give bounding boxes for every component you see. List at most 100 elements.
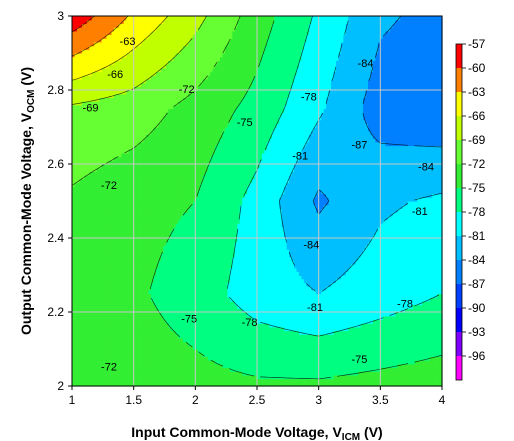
contour-cell xyxy=(229,378,233,383)
contour-cell xyxy=(424,378,428,383)
contour-cell xyxy=(264,371,268,376)
contour-cell xyxy=(365,282,369,287)
contour-cell xyxy=(326,271,330,276)
contour-cell xyxy=(76,337,80,343)
contour-cell xyxy=(326,330,330,335)
contour-cell xyxy=(276,382,280,387)
contour-cell xyxy=(358,382,362,387)
contour-cell xyxy=(439,326,443,332)
contour-cell xyxy=(237,378,241,383)
contour-cell xyxy=(338,282,342,287)
contour-cell xyxy=(121,326,125,332)
contour-cell xyxy=(195,326,199,332)
contour-cell xyxy=(397,371,401,376)
contour-cell xyxy=(350,349,354,354)
contour-cell xyxy=(190,275,194,280)
contour-cell xyxy=(155,275,159,280)
contour-cell xyxy=(377,308,381,313)
contour-cell xyxy=(387,308,391,313)
contour-cell xyxy=(148,334,152,339)
contour-cell xyxy=(205,300,209,306)
contour-cell xyxy=(155,378,159,383)
contour-cell xyxy=(146,267,150,272)
contour-cell xyxy=(222,308,226,313)
contour-cell xyxy=(313,297,317,302)
contour-cell xyxy=(360,319,364,324)
contour-cell xyxy=(390,319,394,324)
contour-cell xyxy=(165,286,169,291)
contour-cell xyxy=(183,278,187,283)
contour-cell xyxy=(205,304,209,309)
contour-cell xyxy=(380,374,384,380)
contour-cell xyxy=(227,356,231,361)
contour-cell xyxy=(353,275,357,280)
contour-cell xyxy=(432,297,436,302)
contour-cell xyxy=(96,363,100,369)
contour-cell xyxy=(380,371,384,376)
contour-cell xyxy=(269,297,273,302)
contour-cell xyxy=(372,334,376,339)
contour-cell xyxy=(76,360,80,365)
contour-cell xyxy=(249,267,253,272)
contour-cell xyxy=(200,378,204,383)
contour-cell xyxy=(173,293,177,298)
contour-cell xyxy=(155,345,159,350)
contour-cell xyxy=(417,326,421,332)
contour-cell xyxy=(427,349,431,354)
contour-cell xyxy=(195,267,199,272)
contour-cell xyxy=(183,374,187,380)
contour-cell xyxy=(160,315,164,320)
contour-cell xyxy=(72,334,76,339)
contour-cell xyxy=(343,312,347,317)
contour-cell xyxy=(76,349,80,354)
contour-cell xyxy=(405,363,409,369)
contour-cell xyxy=(340,297,344,302)
contour-cell xyxy=(133,308,137,313)
contour-cell xyxy=(266,382,270,387)
contour-cell xyxy=(368,360,372,365)
contour-cell xyxy=(168,323,172,328)
contour-cell xyxy=(200,308,204,313)
contour-cell xyxy=(136,263,140,269)
contour-cell xyxy=(254,382,258,387)
contour-cell xyxy=(76,363,80,369)
contour-cell xyxy=(148,315,152,320)
contour-cell xyxy=(321,352,325,357)
contour-cell xyxy=(424,271,428,276)
contour-cell xyxy=(395,315,399,320)
contour-cell xyxy=(101,363,105,369)
contour-cell xyxy=(407,349,411,354)
contour-cell xyxy=(409,326,413,332)
contour-cell xyxy=(259,363,263,369)
contour-cell xyxy=(257,293,261,298)
contour-cell xyxy=(187,263,191,269)
contour-cell xyxy=(207,282,211,287)
contour-cell xyxy=(118,352,122,357)
contour-cell xyxy=(409,345,413,350)
contour-cell xyxy=(101,312,105,317)
contour-cell xyxy=(375,378,379,383)
contour-cell xyxy=(412,352,416,357)
contour-cell xyxy=(244,341,248,346)
contour-cell xyxy=(276,360,280,365)
contour-cell xyxy=(350,341,354,346)
contour-cell xyxy=(382,326,386,332)
contour-cell xyxy=(109,337,113,343)
contour-cell xyxy=(308,367,312,372)
contour-cell xyxy=(331,371,335,376)
contour-cell xyxy=(257,300,261,306)
contour-cell xyxy=(74,323,78,328)
contour-cell xyxy=(390,371,394,376)
contour-cell xyxy=(350,360,354,365)
contour-cell xyxy=(205,374,209,380)
contour-cell xyxy=(269,378,273,383)
contour-cell xyxy=(316,293,320,298)
contour-cell xyxy=(101,278,105,283)
contour-cell xyxy=(375,275,379,280)
contour-cell xyxy=(210,378,214,383)
contour-cell xyxy=(153,300,157,306)
contour-cell xyxy=(281,286,285,291)
contour-cell xyxy=(296,378,300,383)
contour-cell xyxy=(99,271,103,276)
contour-cell xyxy=(81,260,85,265)
